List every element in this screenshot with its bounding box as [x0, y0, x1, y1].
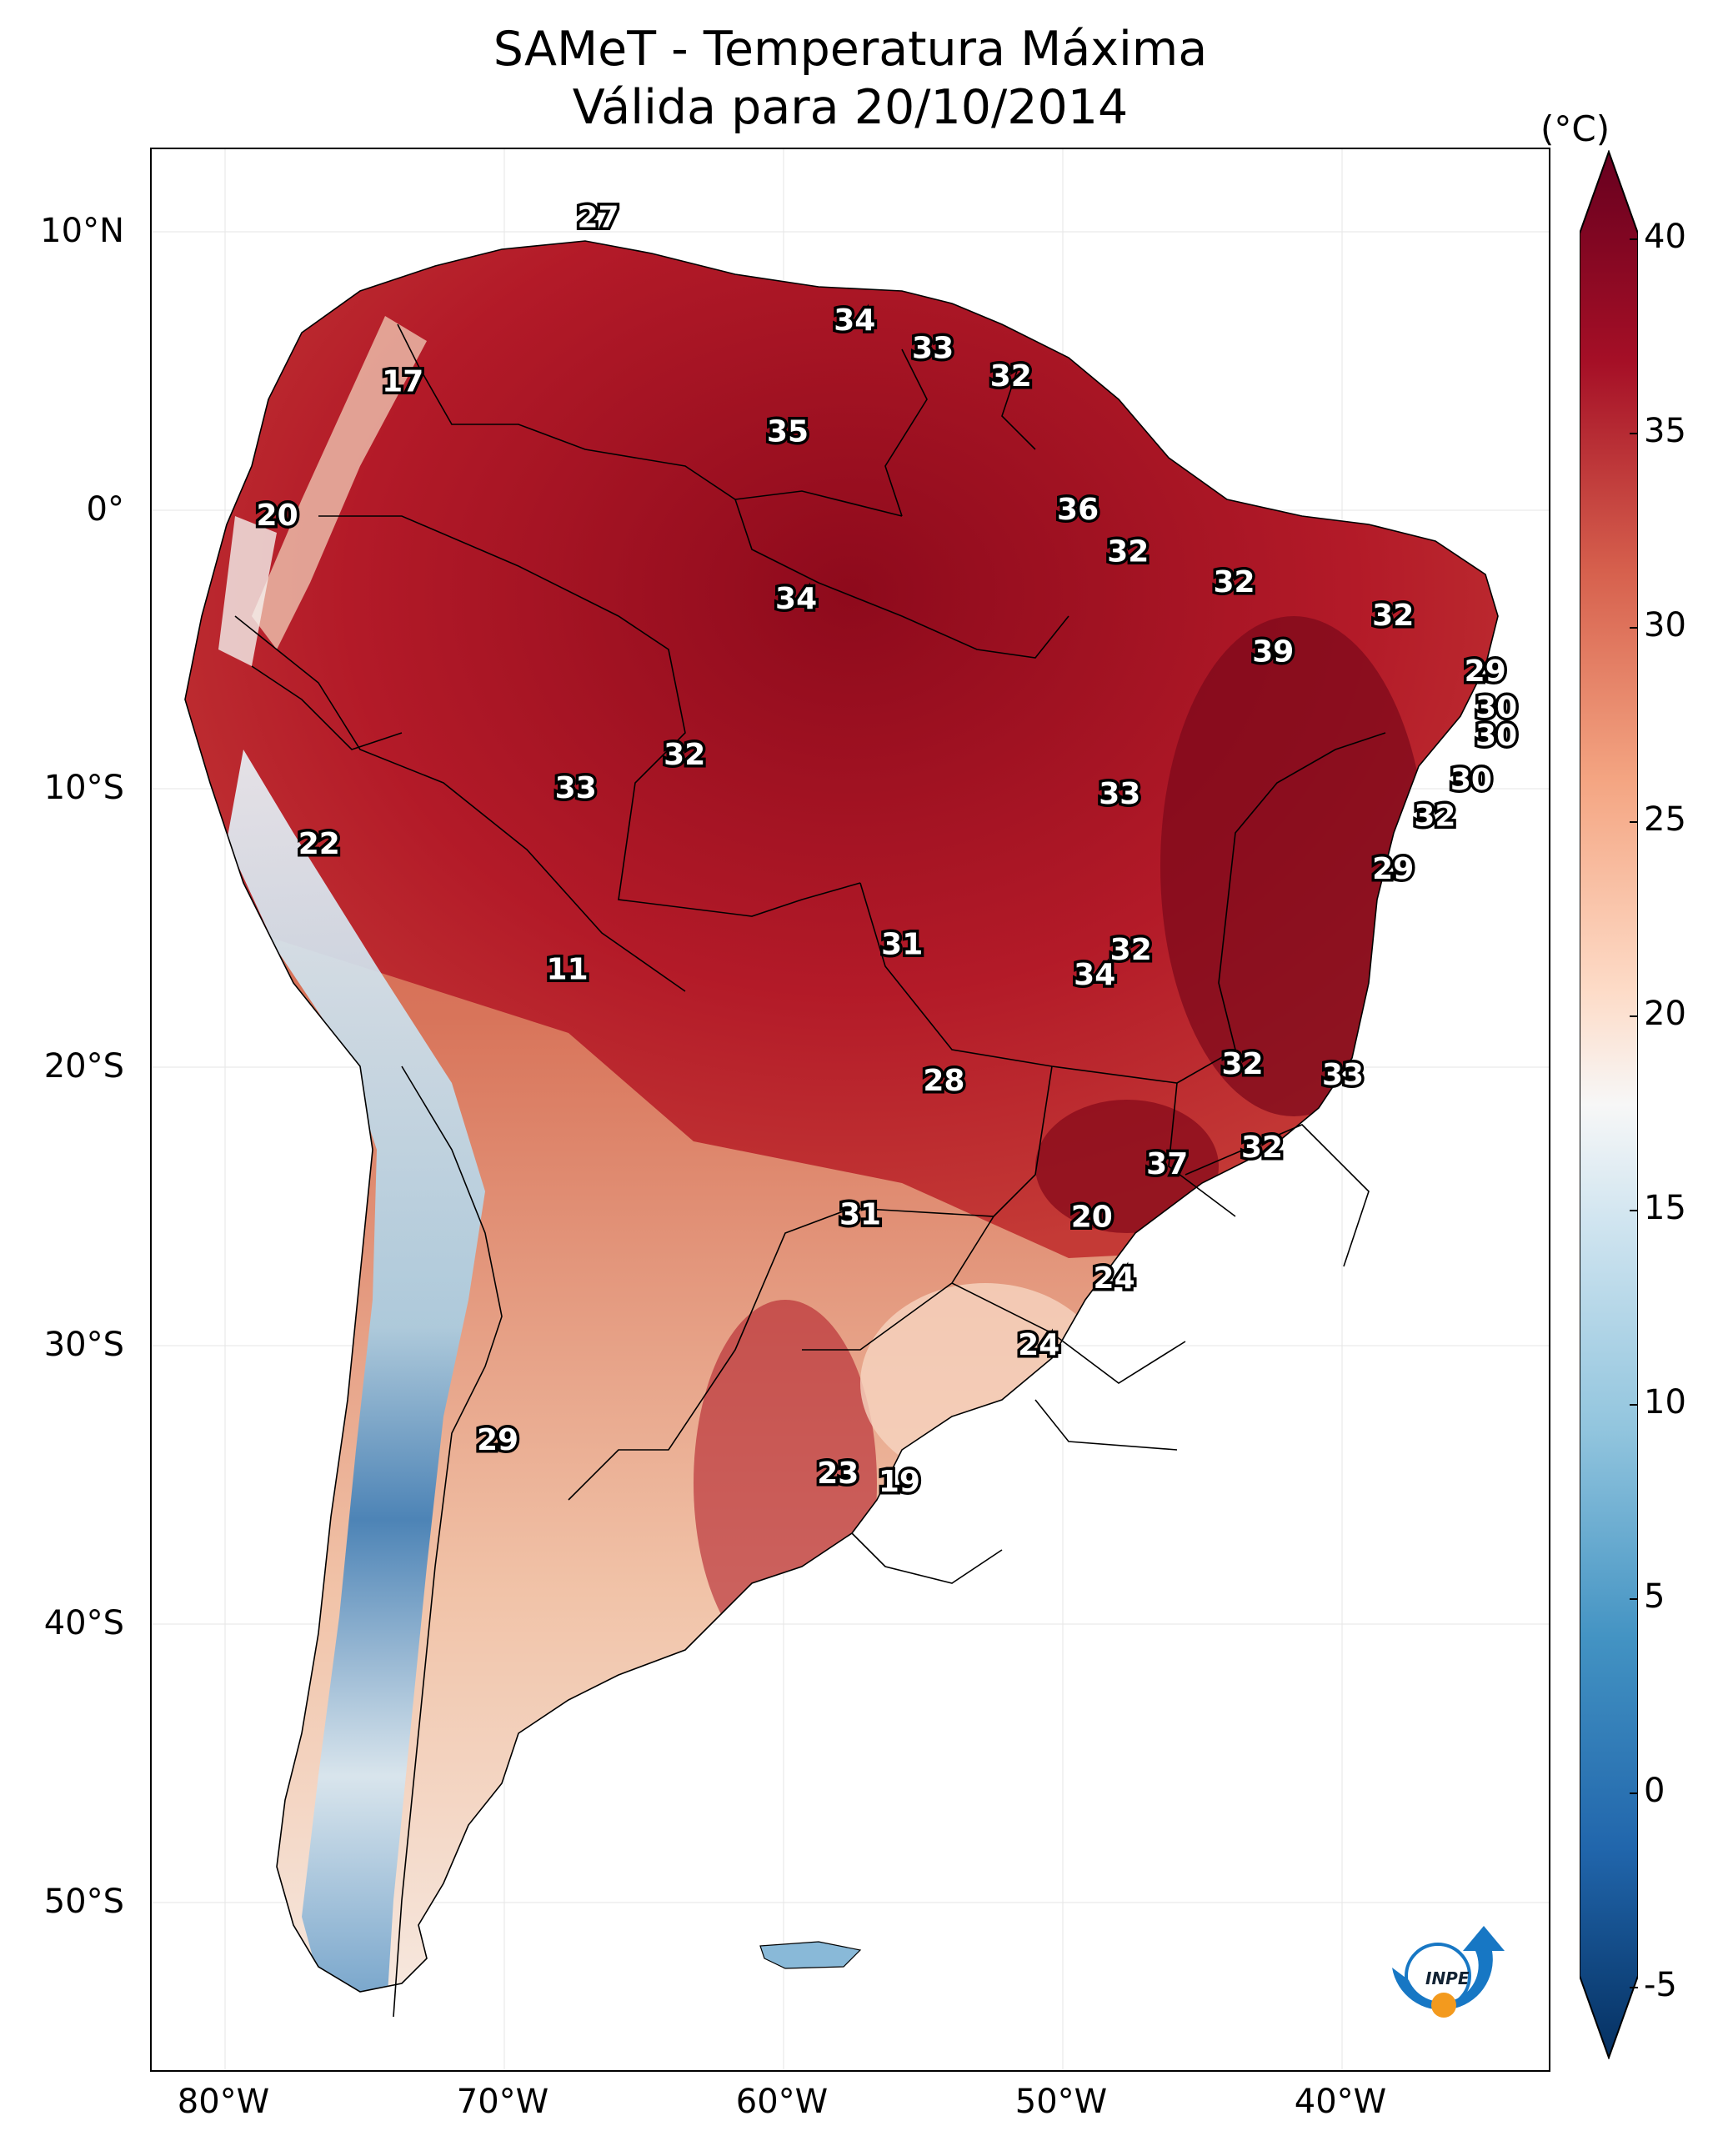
temperature-field	[185, 241, 1498, 1992]
colorbar-tick-label: 25	[1644, 800, 1686, 839]
lat-tick-label: 20°S	[43, 1047, 124, 1086]
station-value-label: 32	[1110, 933, 1152, 967]
station-value-label: 39	[1252, 635, 1294, 669]
station-value-label: 22	[298, 827, 340, 861]
station-value-label: 32	[664, 738, 705, 772]
station-value-label: 17	[382, 365, 423, 399]
lat-tick-label: 10°S	[43, 769, 124, 807]
station-value-label: 30	[1475, 719, 1517, 753]
inpe-logo: INPE	[1392, 1926, 1505, 2018]
station-value-label: 34	[834, 303, 875, 338]
station-value-label: 31	[839, 1197, 881, 1231]
falkland-islands	[759, 1941, 862, 1969]
colorbar-tick-label: 5	[1644, 1577, 1665, 1616]
colorbar-tick-label: 0	[1644, 1772, 1665, 1810]
lat-tick-label: 50°S	[43, 1883, 124, 1921]
station-value-label: 32	[1241, 1131, 1283, 1165]
station-value-label: 33	[1099, 777, 1140, 811]
station-value-label: 31	[881, 927, 923, 961]
station-value-label: 11	[547, 952, 589, 986]
station-value-label: 35	[767, 415, 809, 449]
station-value-label: 20	[257, 499, 298, 533]
lon-tick-label: 40°W	[1294, 2083, 1387, 2121]
station-value-label: 37	[1146, 1147, 1188, 1181]
colorbar-tick-label: -5	[1644, 1966, 1677, 2004]
station-value-label: 34	[1074, 958, 1115, 992]
station-value-label: 27	[577, 201, 619, 235]
colorbar	[1580, 150, 1638, 2059]
station-value-label: 32	[1213, 565, 1255, 599]
station-value-label: 19	[879, 1465, 920, 1499]
colorbar-unit: (°C)	[1540, 108, 1610, 149]
station-value-label: 32	[1107, 534, 1149, 569]
station-value-label: 28	[923, 1064, 964, 1098]
station-value-label: 32	[1414, 800, 1455, 834]
lat-tick-label: 30°S	[43, 1326, 124, 1364]
station-value-label: 20	[1071, 1201, 1113, 1235]
political-borders	[184, 240, 1499, 2018]
colorbar-tick-label: 35	[1644, 412, 1686, 450]
station-value-label: 32	[990, 359, 1032, 394]
station-value-label: 33	[1322, 1058, 1364, 1092]
lat-tick-label: 0°	[86, 490, 124, 529]
colorbar-tick-label: 40	[1644, 218, 1686, 256]
station-value-label: 30	[1475, 690, 1517, 725]
lon-tick-label: 50°W	[1014, 2083, 1108, 2121]
station-value-label: 30	[1450, 763, 1492, 797]
station-value-label: 34	[775, 582, 817, 616]
logo-text: INPE	[1425, 1968, 1470, 1988]
station-value-label: 29	[477, 1423, 518, 1457]
station-value-label: 33	[912, 332, 954, 366]
lat-tick-label: 40°S	[43, 1604, 124, 1642]
station-value-label: 23	[817, 1457, 859, 1491]
lon-tick-label: 70°W	[456, 2083, 549, 2121]
station-value-label: 32	[1221, 1047, 1263, 1081]
lon-tick-label: 80°W	[177, 2083, 270, 2121]
station-value-label: 29	[1372, 852, 1414, 886]
station-value-label: 33	[555, 771, 597, 805]
colorbar-tick-label: 20	[1644, 995, 1686, 1033]
colorbar-tick-label: 15	[1644, 1189, 1686, 1227]
chart-title-line1: SAMeT - Temperatura Máxima	[493, 22, 1208, 77]
colorbar-tick-label: 30	[1644, 606, 1686, 644]
station-value-label: 29	[1465, 654, 1506, 689]
lon-tick-label: 60°W	[735, 2083, 829, 2121]
chart-title-line2: Válida para 20/10/2014	[572, 80, 1129, 135]
map-panel: 27 17 34 33 32 35 20 36 32 34 32 32 39 29 30 30 32 33 33 30…	[150, 148, 1550, 2072]
lat-tick-label: 10°N	[40, 212, 124, 250]
station-value-label: 32	[1372, 599, 1414, 633]
station-value-label: 36	[1057, 493, 1099, 527]
station-value-label: 24	[1018, 1328, 1059, 1362]
station-value-label: 24	[1094, 1261, 1135, 1296]
colorbar-tick-label: 10	[1644, 1383, 1686, 1421]
